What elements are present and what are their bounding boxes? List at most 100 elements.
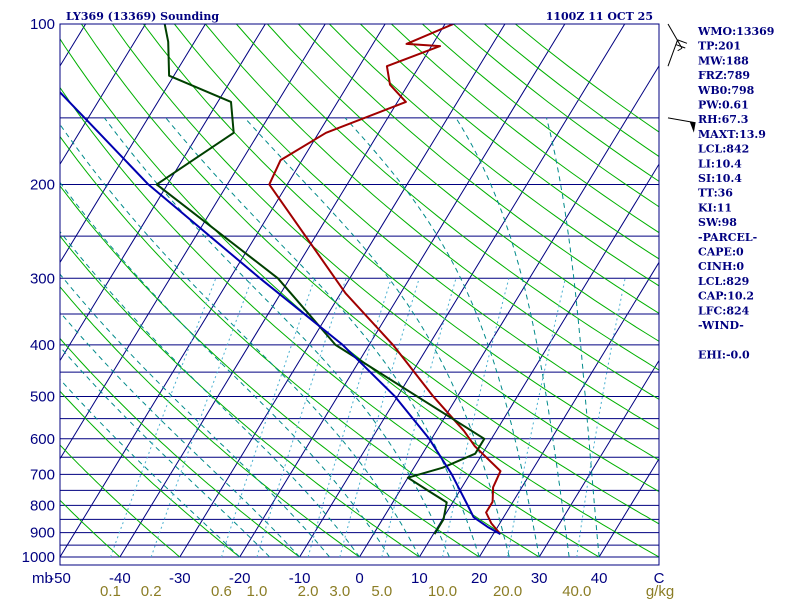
temperature-trace (268, 24, 502, 535)
mixing-ratio-line (256, 278, 347, 558)
isotherm (418, 163, 659, 558)
mixing-ratio-label: 20.0 (493, 583, 522, 600)
isotherm (119, 24, 446, 558)
isotherm (60, 24, 146, 166)
mixing-ratio-label: 10.0 (428, 583, 457, 600)
pressure-label: 900 (30, 525, 55, 542)
moist-adiabat (60, 311, 300, 558)
mixing-ratio-label: 0.6 (211, 583, 232, 600)
moist-adiabat (60, 181, 390, 558)
pressure-label: 400 (30, 337, 55, 354)
index-line: LFC:824 (698, 304, 750, 317)
dry-adiabat (174, 24, 659, 430)
moist-adiabat (165, 117, 480, 558)
mixing-ratio-line (221, 278, 316, 558)
moist-adiabat (60, 378, 241, 558)
pressure-unit: mb (32, 570, 53, 587)
dry-adiabat (515, 24, 659, 133)
index-line: SI:10.4 (698, 172, 742, 185)
temperature-label: 10 (411, 570, 428, 587)
moist-adiabat (546, 117, 600, 558)
mixing-ratio-label: 40.0 (562, 583, 591, 600)
mixing-ratio-line (507, 278, 566, 558)
dry-adiabat (60, 499, 121, 558)
mixing-ratio-line (110, 278, 217, 558)
dry-adiabat (236, 24, 659, 371)
isotherm (359, 65, 659, 558)
index-line: CAP:10.2 (698, 290, 754, 303)
dry-adiabat (60, 444, 181, 558)
temperature-label: 0 (355, 570, 363, 587)
wind-barb-staff (667, 39, 679, 67)
wind-barb-flag (689, 121, 696, 133)
mixing-ratio-label: 1.0 (246, 583, 267, 600)
dry-adiabat (360, 24, 659, 260)
mixing-ratio-label: 0.2 (141, 583, 162, 600)
temperature-label: -50 (49, 570, 71, 587)
temperature-label: 20 (471, 570, 488, 587)
index-line: CINH:0 (698, 260, 744, 273)
dry-adiabat (298, 24, 659, 314)
wind-barb (667, 117, 696, 133)
isotherm (60, 24, 386, 558)
dry-adiabat (143, 24, 659, 461)
mixing-ratio-line (150, 278, 253, 558)
isotherm (598, 457, 659, 558)
index-line: LCL:829 (698, 275, 749, 288)
wind-barb-half (677, 47, 683, 52)
isotherm (0, 24, 26, 557)
dry-adiabat (111, 24, 659, 493)
temperature-unit: C (654, 570, 665, 587)
mixing-ratio-unit: g/kg (646, 583, 674, 600)
isotherm (60, 24, 266, 362)
pressure-label: 800 (30, 497, 55, 514)
plot-frame (59, 23, 660, 566)
temperature-label: 40 (591, 570, 608, 587)
dry-adiabat (60, 337, 300, 558)
index-line: MAXT:13.9 (698, 128, 766, 141)
dry-adiabat (60, 185, 480, 558)
dry-adiabat (60, 135, 540, 558)
index-line: WMO:13369 (697, 25, 774, 38)
isotherm (478, 261, 659, 558)
dry-adiabat (329, 24, 659, 287)
mixing-ratio-label: 0.1 (100, 583, 121, 600)
isotherm (299, 24, 626, 558)
index-line: CAPE:0 (698, 246, 744, 259)
moist-adiabat (60, 230, 360, 558)
chart-datetime: 1100Z 11 OCT 25 (546, 10, 653, 23)
index-line: MW:188 (698, 54, 749, 67)
wind-barb (667, 39, 688, 67)
temperature-label: -30 (169, 570, 191, 587)
moist-adiabat (60, 346, 270, 558)
index-line: TT:36 (698, 187, 733, 200)
index-line: -PARCEL- (698, 231, 757, 244)
temperature-label: -40 (109, 570, 131, 587)
isotherm (179, 24, 506, 558)
dry-adiabat (60, 235, 420, 558)
pressure-label: 600 (30, 431, 55, 448)
index-line: SW:98 (698, 216, 737, 229)
moist-adiabat (60, 123, 420, 558)
wind-barb-staff (667, 23, 683, 49)
moist-adiabat (244, 117, 510, 558)
isotherm (239, 24, 566, 558)
parcel-trace (60, 90, 501, 535)
temperature-label: 30 (531, 570, 548, 587)
mixing-ratio-label: 5.0 (371, 583, 392, 600)
pressure-label: 300 (30, 270, 55, 287)
dry-adiabat (60, 86, 600, 558)
moist-adiabat (104, 117, 450, 558)
dry-adiabat (205, 24, 659, 400)
isotherm (538, 359, 659, 558)
index-line: KI:11 (698, 201, 732, 214)
moist-adiabat (455, 117, 570, 558)
isotherm (60, 24, 206, 264)
index-line: LI:10.4 (698, 157, 742, 170)
pressure-label: 500 (30, 389, 55, 406)
wind-barb (667, 23, 683, 52)
moist-adiabat (60, 273, 330, 558)
index-line: RH:67.3 (698, 113, 748, 126)
chart-title: LY369 (13369) Sounding (66, 10, 219, 23)
